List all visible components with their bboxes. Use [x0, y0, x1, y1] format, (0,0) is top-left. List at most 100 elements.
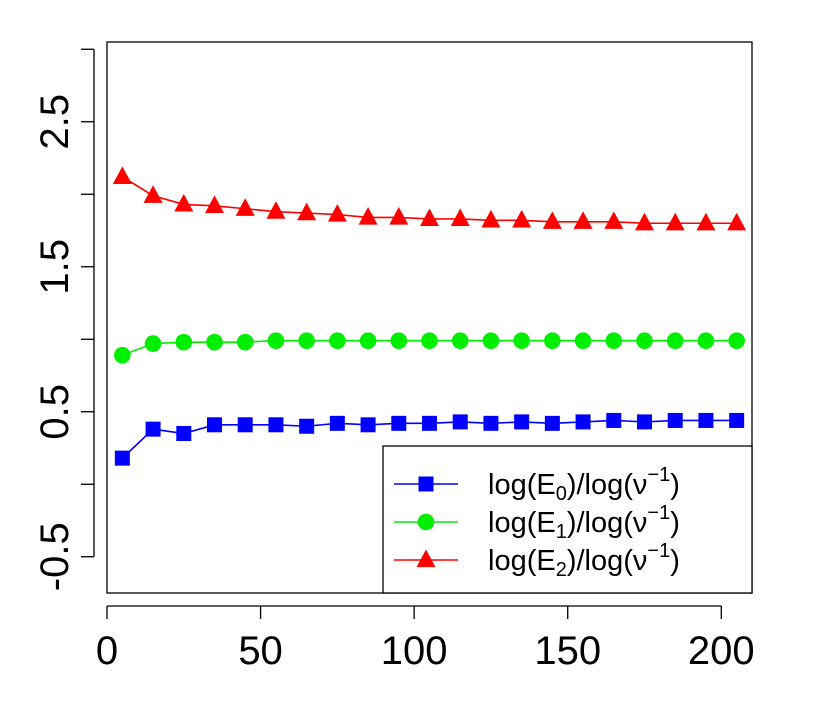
legend-label-part: −1	[647, 540, 670, 562]
square-marker	[391, 415, 407, 431]
square-marker	[483, 415, 499, 431]
square-marker	[176, 426, 192, 441]
square-marker	[329, 415, 345, 431]
y-tick-label: 0.5	[33, 384, 77, 440]
legend-label-part: )/log(ν	[567, 469, 648, 501]
circle-marker	[451, 332, 469, 350]
y-tick-label: 1.5	[33, 239, 77, 295]
square-marker	[637, 414, 652, 430]
circle-marker	[605, 332, 623, 350]
square-marker	[418, 476, 434, 492]
triangle-marker	[112, 166, 132, 184]
square-marker	[698, 412, 714, 428]
legend: log(E0)/log(ν−1)log(E1)/log(ν−1)log(E2)/…	[382, 445, 753, 594]
x-tick-label: 50	[238, 629, 283, 673]
triangle-marker	[358, 207, 378, 225]
square-marker	[114, 450, 130, 466]
triangle-marker	[635, 212, 654, 231]
x-axis: 0 50 100 150 200	[96, 605, 755, 673]
legend-label-part: −1	[647, 502, 670, 524]
legend-label-part: )	[670, 545, 680, 577]
legend-label-part: 0	[556, 483, 567, 505]
series-1	[114, 332, 745, 364]
square-marker	[145, 421, 161, 437]
legend-label-part: log(E	[488, 469, 556, 501]
circle-marker	[421, 332, 438, 350]
triangle-marker	[266, 201, 286, 219]
square-marker	[667, 412, 683, 428]
triangle-marker	[327, 204, 347, 222]
legend-label-part: )	[670, 507, 680, 539]
triangle-marker	[727, 212, 747, 231]
legend-label: log(E2)/log(ν−1)	[488, 540, 680, 581]
square-marker	[606, 412, 622, 428]
circle-marker	[513, 332, 530, 350]
square-marker	[729, 412, 745, 428]
triangle-marker	[143, 185, 163, 203]
legend-item: log(E1)/log(ν−1)	[394, 502, 680, 543]
square-marker	[544, 415, 560, 431]
triangle-marker	[573, 211, 593, 229]
legend-label-part: log(E	[488, 507, 556, 539]
legend-label-part: )/log(ν	[567, 545, 648, 577]
triangle-marker	[665, 212, 685, 231]
circle-marker	[574, 332, 592, 350]
triangle-marker	[174, 193, 194, 212]
square-marker	[268, 417, 284, 433]
series-0	[114, 412, 745, 466]
y-axis: -0.5 0.5 1.5 2.5	[33, 48, 95, 591]
legend-label-part: log(E	[488, 545, 556, 577]
triangle-marker	[297, 202, 317, 221]
circle-marker	[206, 333, 223, 351]
circle-marker	[728, 332, 745, 350]
x-tick-label: 100	[381, 629, 448, 673]
triangle-marker	[235, 198, 255, 216]
triangle-marker	[450, 208, 470, 227]
square-marker	[422, 415, 437, 431]
circle-marker	[417, 513, 435, 531]
circle-marker	[329, 332, 346, 350]
legend-label: log(E0)/log(ν−1)	[488, 464, 680, 505]
circle-marker	[544, 332, 561, 350]
legend-label-part: 1	[556, 521, 567, 543]
triangle-marker	[205, 195, 224, 213]
circle-marker	[298, 332, 315, 350]
legend-item: log(E0)/log(ν−1)	[394, 464, 680, 505]
triangle-marker	[542, 211, 562, 229]
legend-label-part: )/log(ν	[567, 507, 648, 539]
circle-marker	[359, 332, 377, 350]
circle-marker	[236, 333, 254, 351]
legend-box	[382, 445, 753, 594]
circle-marker	[636, 332, 653, 350]
legend-label: log(E1)/log(ν−1)	[488, 502, 680, 543]
triangle-marker	[420, 208, 439, 227]
triangle-marker	[604, 211, 624, 229]
triangle-marker	[416, 549, 436, 568]
square-marker	[207, 417, 222, 433]
square-marker	[575, 414, 591, 430]
square-marker	[452, 414, 468, 430]
circle-marker	[697, 332, 715, 350]
x-tick-label: 200	[688, 629, 755, 673]
legend-label-part: −1	[647, 464, 670, 486]
circle-marker	[666, 332, 684, 350]
square-marker	[299, 418, 315, 434]
y-tick-label: 2.5	[33, 94, 77, 150]
circle-marker	[144, 335, 162, 352]
x-tick-label: 150	[534, 629, 601, 673]
y-tick-label: -0.5	[33, 522, 77, 591]
circle-marker	[114, 346, 131, 364]
circle-marker	[390, 332, 408, 350]
circle-marker	[267, 332, 285, 350]
circle-marker	[175, 333, 193, 351]
triangle-marker	[696, 212, 716, 231]
x-tick-label: 0	[96, 629, 118, 673]
legend-label-part: )	[670, 469, 680, 501]
legend-label-part: 2	[556, 559, 567, 581]
triangle-marker	[481, 209, 501, 228]
square-marker	[360, 417, 376, 433]
square-marker	[514, 414, 530, 430]
series-2	[112, 166, 747, 231]
legend-item: log(E2)/log(ν−1)	[394, 540, 680, 581]
